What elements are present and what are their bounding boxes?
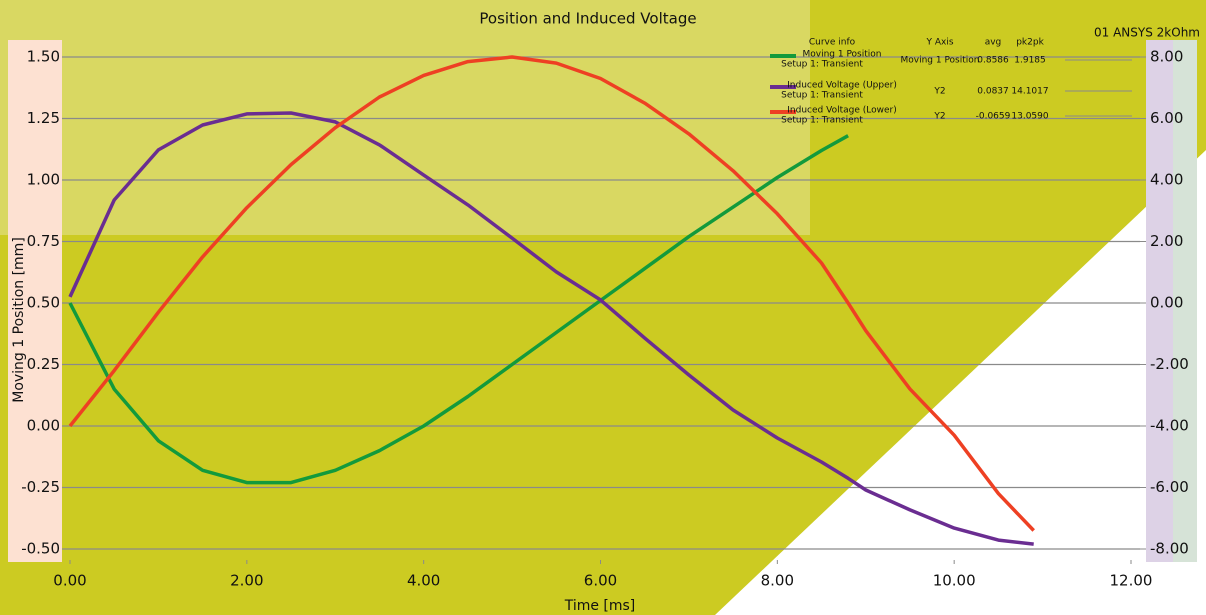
legend-setup: Setup 1: Transient xyxy=(781,116,863,126)
legend-setup: Setup 1: Transient xyxy=(781,91,863,101)
legend-setup: Setup 1: Transient xyxy=(781,60,863,70)
y-tick-label: 0.00 xyxy=(27,417,60,435)
legend-axis: Y2 xyxy=(933,112,945,122)
y-tick-label: 0.50 xyxy=(27,294,60,312)
legend-pk2pk: 14.1017 xyxy=(1011,87,1048,97)
legend-header: pk2pk xyxy=(1016,38,1044,48)
x-tick-label: 2.00 xyxy=(230,572,263,590)
y2-tick-label: 4.00 xyxy=(1150,171,1183,189)
legend-avg: 0.8586 xyxy=(977,56,1009,66)
legend-header: Curve info xyxy=(809,38,856,48)
y2-tick-label: 2.00 xyxy=(1150,232,1183,250)
y-tick-label: 0.25 xyxy=(27,355,60,373)
y-tick-label: 0.75 xyxy=(27,232,60,250)
y2-tick-label: -8.00 xyxy=(1150,540,1189,558)
legend-avg: -0.0659 xyxy=(976,112,1011,122)
legend-header: avg xyxy=(985,38,1002,48)
x-tick-label: 12.00 xyxy=(1110,572,1153,590)
x-tick-label: 4.00 xyxy=(407,572,440,590)
subtitle: 01 ANSYS 2kOhm xyxy=(1094,26,1200,40)
x-tick-label: 10.00 xyxy=(933,572,976,590)
y2-tick-label: -4.00 xyxy=(1150,417,1189,435)
y-tick-label: 1.50 xyxy=(27,48,60,66)
background-white xyxy=(715,150,1206,615)
x-axis-title: Time [ms] xyxy=(564,598,636,614)
right-axis-panel-2 xyxy=(1173,40,1197,562)
series-line xyxy=(68,111,1034,546)
left-axis-panel xyxy=(8,40,62,562)
x-tick-label: 8.00 xyxy=(761,572,794,590)
y-tick-label: 1.00 xyxy=(27,171,60,189)
x-tick-label: 6.00 xyxy=(584,572,617,590)
legend-axis: Y2 xyxy=(933,87,945,97)
legend-axis: Moving 1 Position xyxy=(900,56,979,66)
legend-pk2pk: 1.9185 xyxy=(1014,56,1046,66)
chart-title: Position and Induced Voltage xyxy=(479,10,696,28)
y2-tick-label: 6.00 xyxy=(1150,109,1183,127)
series-line xyxy=(68,55,1035,532)
y2-tick-label: 0.00 xyxy=(1150,294,1183,312)
x-tick-label: 0.00 xyxy=(53,572,86,590)
y2-tick-label: -2.00 xyxy=(1150,355,1189,373)
y-tick-label: 1.25 xyxy=(27,109,60,127)
y-axis-title: Moving 1 Position [mm] xyxy=(11,237,27,403)
legend-avg: 0.0837 xyxy=(977,87,1009,97)
legend-header: Y Axis xyxy=(925,38,953,48)
right-axis-panel xyxy=(1146,40,1173,562)
background-patch xyxy=(0,0,810,235)
y-tick-label: -0.25 xyxy=(21,478,60,496)
y2-tick-label: 8.00 xyxy=(1150,48,1183,66)
series-line xyxy=(68,134,849,485)
y-tick-label: -0.50 xyxy=(21,540,60,558)
legend-name: Moving 1 Position xyxy=(802,50,881,60)
legend-name: Induced Voltage (Upper) xyxy=(787,81,897,91)
y2-tick-label: -6.00 xyxy=(1150,478,1189,496)
legend-name: Induced Voltage (Lower) xyxy=(787,106,896,116)
legend-pk2pk: 13.0590 xyxy=(1011,112,1048,122)
